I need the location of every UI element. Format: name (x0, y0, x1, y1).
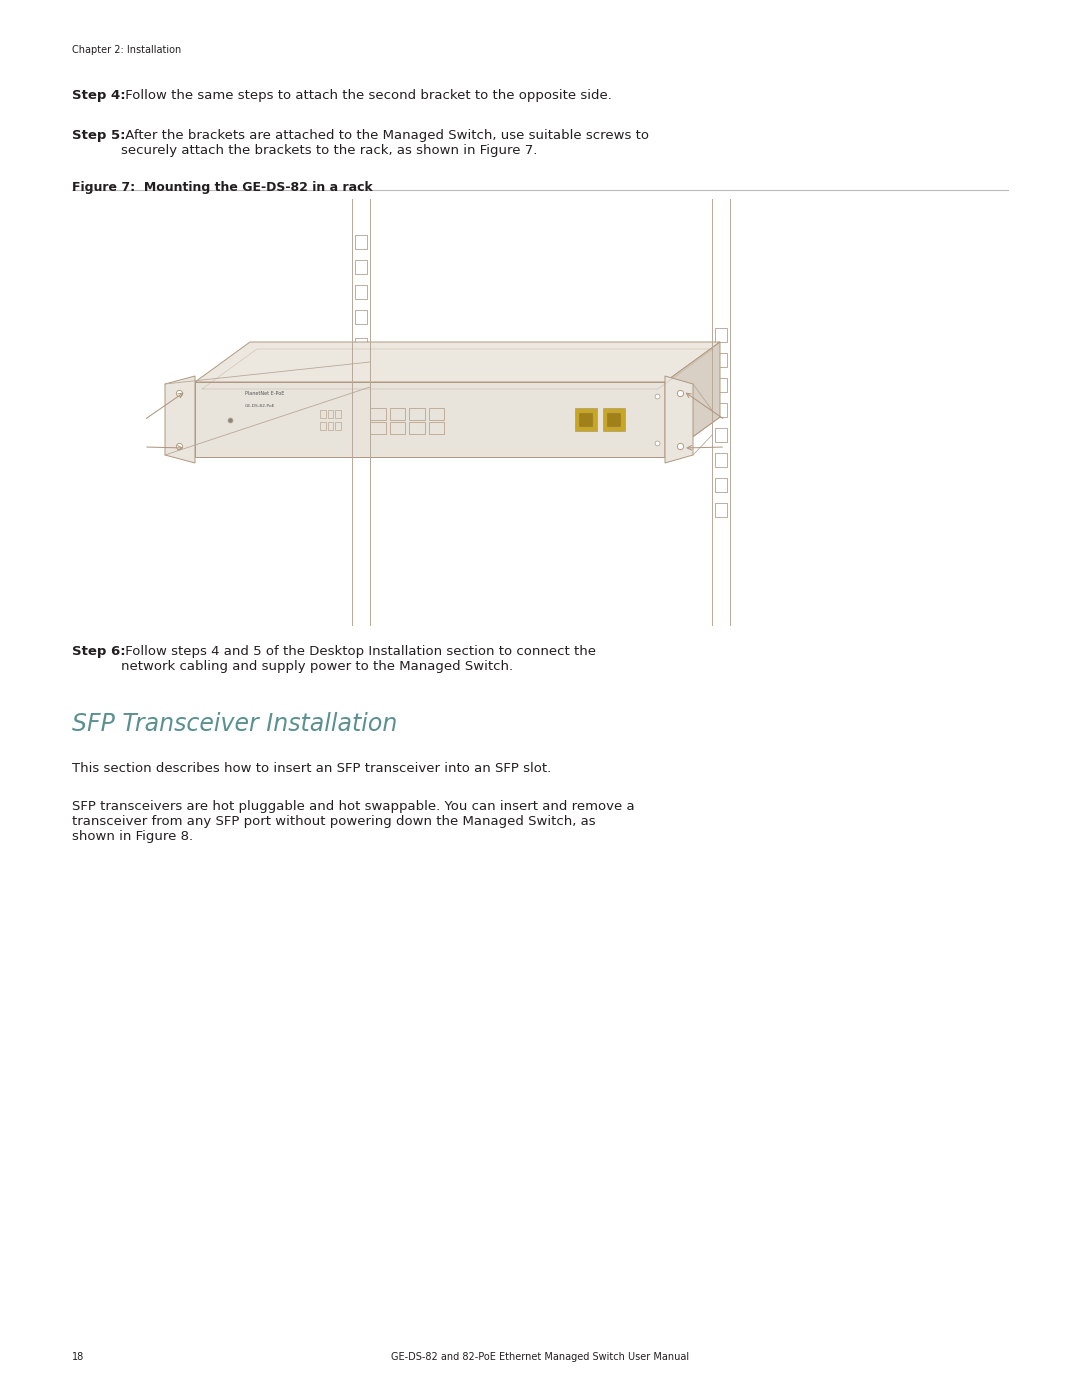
Bar (715, 404, 727, 416)
Bar (370, 422, 386, 433)
Polygon shape (665, 376, 693, 462)
Text: Follow the same steps to attach the second bracket to the opposite side.: Follow the same steps to attach the seco… (121, 89, 612, 102)
Bar (335, 422, 340, 429)
Bar (355, 260, 366, 274)
Bar (327, 422, 333, 429)
Bar (575, 408, 597, 430)
Bar (355, 285, 366, 299)
Text: GE-DS-82-PoE: GE-DS-82-PoE (245, 404, 275, 408)
Text: 18: 18 (72, 1352, 84, 1362)
Bar (355, 235, 366, 249)
Bar (335, 409, 340, 418)
Text: Step 4:: Step 4: (72, 89, 125, 102)
Polygon shape (195, 342, 720, 381)
Bar (715, 453, 727, 467)
Text: Step 6:: Step 6: (72, 645, 125, 658)
Bar (370, 408, 386, 419)
Bar (327, 409, 333, 418)
Bar (429, 408, 444, 419)
Text: Step 5:: Step 5: (72, 129, 125, 142)
Bar (409, 422, 424, 433)
Bar (715, 328, 727, 342)
Bar (715, 478, 727, 492)
Bar (320, 409, 325, 418)
Polygon shape (165, 376, 195, 462)
Bar (355, 365, 366, 379)
Text: SFP Transceiver Installation: SFP Transceiver Installation (72, 712, 397, 736)
Bar (715, 503, 727, 517)
Bar (390, 422, 405, 433)
Text: Chapter 2: Installation: Chapter 2: Installation (72, 45, 181, 54)
Bar (607, 412, 621, 426)
Polygon shape (665, 342, 720, 457)
Text: SFP transceivers are hot pluggable and hot swappable. You can insert and remove : SFP transceivers are hot pluggable and h… (72, 800, 635, 842)
Text: PlanetNet E-PoE: PlanetNet E-PoE (245, 391, 284, 395)
Text: Figure 7:  Mounting the GE-DS-82 in a rack: Figure 7: Mounting the GE-DS-82 in a rac… (72, 182, 373, 194)
Text: Follow steps 4 and 5 of the Desktop Installation section to connect the
network : Follow steps 4 and 5 of the Desktop Inst… (121, 645, 596, 673)
Bar (603, 408, 625, 430)
Bar (715, 379, 727, 391)
Polygon shape (195, 381, 665, 457)
Polygon shape (195, 416, 720, 457)
Text: GE-DS-82 and 82-PoE Ethernet Managed Switch User Manual: GE-DS-82 and 82-PoE Ethernet Managed Swi… (391, 1352, 689, 1362)
Bar (409, 408, 424, 419)
Text: This section describes how to insert an SFP transceiver into an SFP slot.: This section describes how to insert an … (72, 761, 551, 775)
Bar (355, 338, 366, 352)
Bar (715, 429, 727, 441)
Bar (355, 310, 366, 324)
Text: After the brackets are attached to the Managed Switch, use suitable screws to
se: After the brackets are attached to the M… (121, 129, 649, 156)
Bar (429, 422, 444, 433)
Bar (715, 353, 727, 367)
Bar (579, 412, 593, 426)
Bar (320, 422, 325, 429)
Bar (390, 408, 405, 419)
